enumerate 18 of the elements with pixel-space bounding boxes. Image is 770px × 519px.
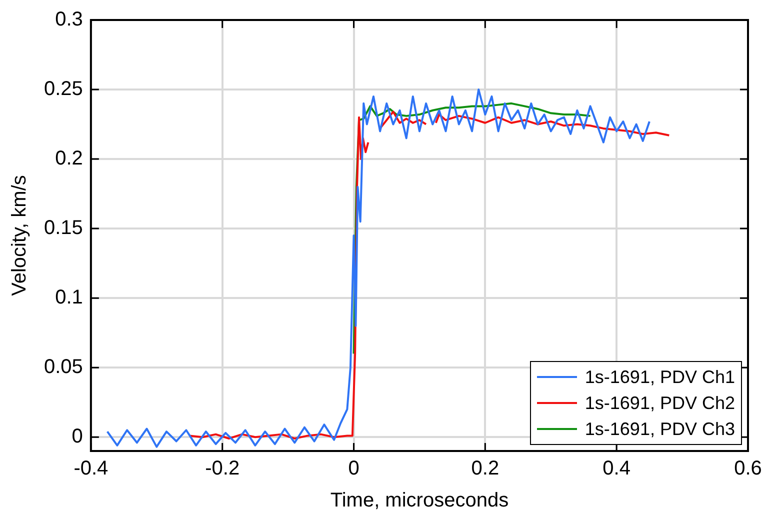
- legend-label: 1s-1691, PDV Ch1: [584, 366, 735, 389]
- x-tick-label: 0.2: [471, 458, 500, 480]
- x-tick-label: -0.4: [74, 458, 108, 480]
- legend-label: 1s-1691, PDV Ch2: [584, 392, 735, 415]
- y-tick-label: 0.25: [44, 78, 83, 100]
- legend-label: 1s-1691, PDV Ch3: [584, 418, 735, 441]
- x-axis-title: Time, microseconds: [330, 490, 509, 512]
- y-tick-label: 0.15: [44, 217, 83, 240]
- x-tick-label: 0.6: [734, 458, 762, 480]
- y-tick-label: 0.2: [55, 148, 83, 170]
- y-tick-label: 0.1: [55, 286, 83, 309]
- y-tick-label: 0.3: [55, 8, 83, 31]
- x-tick-label: -0.2: [205, 458, 240, 480]
- y-axis-title: Velocity, km/s: [8, 175, 31, 296]
- y-tick-label: 0: [72, 426, 83, 448]
- y-tick-label: 0.05: [44, 356, 83, 378]
- x-tick-label: 0: [348, 458, 360, 480]
- x-tick-label: 0.4: [602, 458, 630, 480]
